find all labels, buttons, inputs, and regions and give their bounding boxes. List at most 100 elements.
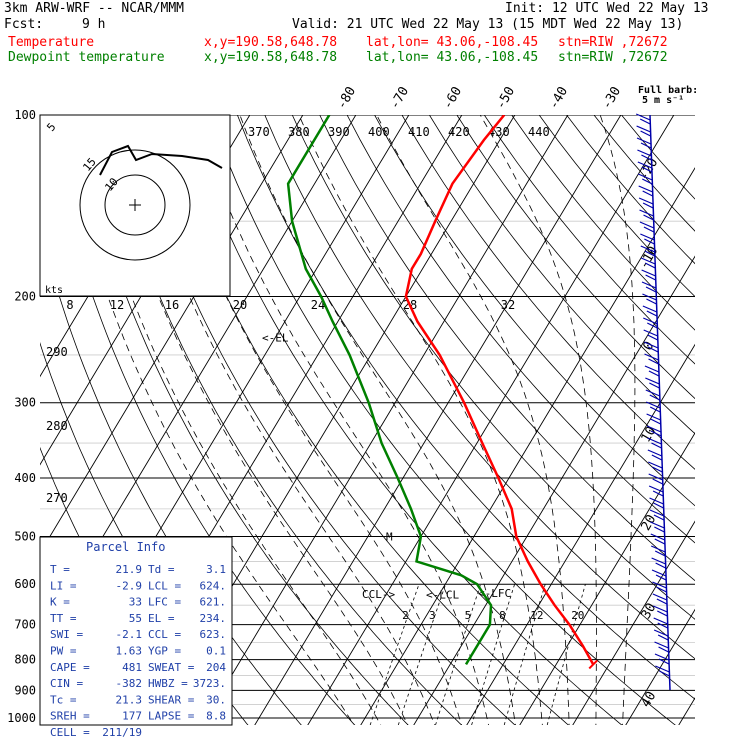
isotherm-label: 40 [639, 689, 660, 710]
wind-barb [635, 113, 651, 121]
wind-barb [653, 629, 669, 637]
parcel-info-key: EL = [148, 612, 175, 625]
wind-barb [650, 418, 661, 425]
dry-adiabat-line [319, 115, 695, 582]
mixing-ratio-line [397, 584, 446, 725]
wind-barb [651, 569, 667, 577]
dewpoint-station: stn=RIW ,72672 [558, 50, 668, 65]
dry-adiabat-line [621, 115, 695, 200]
dry-adiabat-line [483, 115, 695, 365]
theta-label: 410 [408, 125, 430, 139]
wind-barb [637, 161, 653, 169]
wind-barb [648, 485, 664, 493]
dry-adiabat-line [45, 115, 356, 725]
parcel-info-key: SWI = [50, 628, 83, 641]
speed-scale-label: 8 [66, 298, 73, 312]
mixing-ratio-label: 12 [530, 609, 543, 622]
wind-barb [636, 125, 651, 133]
parcel-info-key: SREH = [50, 710, 90, 723]
level-annotation: <-EL [262, 332, 289, 345]
wind-barb [639, 209, 654, 217]
parcel-info-value: 623. [200, 628, 227, 641]
parcel-info-key: SWEAT = [148, 661, 195, 674]
dry-adiabat-line [456, 115, 695, 400]
forecast-label: Fcst: [4, 17, 44, 32]
isotherm-label: 20 [639, 512, 660, 533]
parcel-info-key: SHEAR = [148, 693, 195, 706]
parcel-info-key: TT = [50, 612, 77, 625]
isotherm-label: -80 [334, 84, 359, 112]
barb-legend-line1: Full barb: [638, 85, 698, 96]
parcel-info-key: HWBZ = [148, 677, 188, 690]
wind-barb [645, 377, 660, 385]
mixing-ratio-line [471, 584, 515, 725]
pressure-label: 100 [14, 108, 36, 122]
wind-barb [657, 634, 669, 641]
wind-barb [641, 269, 656, 277]
wind-barb [647, 334, 658, 341]
isotherm-line [254, 115, 622, 725]
moist-adiabat-line [59, 115, 355, 725]
model-title: 3km ARW-WRF -- NCAR/MMM [4, 1, 185, 16]
pressure-label: 300 [14, 396, 36, 410]
wind-staff-line [649, 114, 671, 691]
isotherm-line [201, 115, 569, 725]
wind-barb [652, 478, 663, 485]
wind-barb [640, 142, 652, 149]
wind-barb [649, 382, 660, 389]
wind-barb [658, 646, 669, 653]
parcel-info-key: Tc = [50, 693, 77, 706]
isotherm-label: -30 [599, 84, 624, 112]
parcel-info-value: 204 [206, 661, 226, 674]
parcel-info-key: LAPSE = [148, 710, 195, 723]
wind-barb [638, 197, 654, 205]
direction-label: 290 [46, 345, 68, 359]
dry-adiabat-line [401, 115, 695, 470]
wind-barb [638, 173, 653, 181]
pressure-label: 900 [14, 683, 36, 697]
wind-barb [648, 358, 659, 365]
mixing-ratio-label: 20 [571, 609, 584, 622]
wind-barb [641, 154, 652, 161]
isotherm-line [466, 343, 695, 725]
isotherm-line [572, 520, 695, 725]
wind-barb [654, 538, 666, 545]
moist-adiabat-line [599, 115, 636, 725]
isotherm-line [0, 115, 38, 731]
isotherm-line [625, 608, 695, 725]
hodograph-kts-label: kts [45, 285, 63, 296]
wind-barb [643, 226, 655, 233]
wind-barb [652, 490, 664, 497]
moist-adiabat-line [78, 115, 382, 725]
parcel-info-value: 624. [200, 579, 227, 592]
parcel-info-box [39, 536, 233, 726]
theta-label: 370 [248, 125, 270, 139]
wind-barb [652, 581, 667, 589]
wind-barb [653, 502, 664, 509]
wind-barb [648, 370, 660, 377]
wind-barb [657, 610, 668, 617]
valid-time: Valid: 21 UTC Wed 22 May 13 (15 MDT Wed … [292, 17, 684, 32]
wind-barb [643, 341, 659, 349]
theta-label: 420 [448, 125, 470, 139]
parcel-info-value: 33 [129, 596, 142, 609]
pressure-label: 400 [14, 471, 36, 485]
wind-barb [649, 394, 661, 401]
dewpoint-profile-line [286, 115, 493, 666]
moist-adiabat-line [376, 115, 570, 725]
wind-barb [640, 233, 655, 241]
temperature-profile-line [404, 115, 595, 666]
parcel-info-value: 211/19 [102, 726, 142, 739]
wind-barb [643, 317, 658, 325]
isotherm-line [307, 115, 675, 725]
pressure-label: 600 [14, 577, 36, 591]
isotherm-label: -20 [637, 156, 662, 184]
mixing-ratio-line [369, 584, 420, 725]
wind-barb [642, 293, 657, 301]
wind-barb [654, 641, 669, 649]
wind-barb [658, 658, 670, 665]
moist-adiabat-line [479, 115, 597, 725]
wind-barb [641, 178, 653, 185]
dry-adiabat-line [593, 115, 695, 232]
moist-adiabat-line [100, 115, 409, 725]
